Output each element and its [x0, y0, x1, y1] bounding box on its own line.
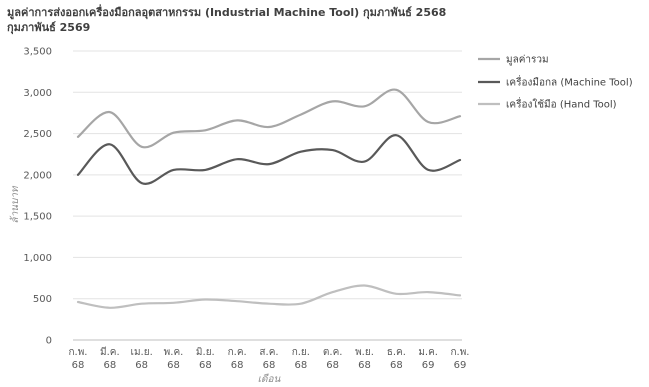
y-axis-title: ล้านบาท [9, 185, 21, 224]
x-tick-month: พ.ค. [164, 347, 184, 358]
y-tick-label: 1,500 [23, 212, 52, 223]
y-axis-ticks: 0 500 1,000 1,500 2,000 2,500 3,000 3,500 [23, 47, 52, 347]
x-tick-month: มิ.ย. [196, 347, 215, 358]
y-tick-label: 3,500 [23, 47, 52, 58]
chart-title-line-2: กุมภาพันธ์ 2569 [7, 21, 91, 34]
x-tick-year: 68 [326, 360, 339, 371]
y-tick-label: 500 [33, 294, 52, 305]
x-tick-year: 68 [294, 360, 307, 371]
x-axis-ticks: ก.พ. 68 มี.ค. 68 เม.ย. 68 พ.ค. 68 มิ.ย. 68 ก.ค. 68 ส… [68, 346, 469, 371]
legend-label-hand-tool: เครื่องใช้มือ (Hand Tool) [506, 97, 617, 111]
x-tick-year: 68 [167, 360, 180, 371]
x-tick-year: 68 [358, 360, 371, 371]
x-tick-year: 68 [390, 360, 403, 371]
y-tick-label: 1,000 [23, 253, 52, 264]
y-tick-label: 3,000 [23, 88, 52, 99]
x-tick-month: ก.พ. [68, 347, 87, 358]
x-tick-year: 68 [199, 360, 212, 371]
y-tick-label: 2,500 [23, 129, 52, 140]
x-axis-title: เดือน [258, 373, 282, 385]
x-tick-year: 69 [422, 360, 435, 371]
x-tick-year: 68 [231, 360, 244, 371]
x-tick-year: 68 [263, 360, 276, 371]
x-tick-month: พ.ย. [355, 347, 374, 358]
legend-label-machine-tool: เครื่องมือกล (Machine Tool) [506, 75, 633, 89]
x-tick-month: ต.ค. [323, 347, 343, 358]
x-tick-month: ม.ค. [418, 347, 438, 358]
y-tick-label: 2,000 [23, 170, 52, 181]
series-lines [76, 88, 462, 309]
x-tick-year: 69 [454, 360, 467, 371]
x-tick-year: 68 [135, 360, 148, 371]
gridlines [73, 50, 462, 341]
x-tick-month: ก.ค. [228, 347, 247, 358]
x-tick-month: มี.ค. [100, 346, 120, 358]
y-tick-label: 0 [46, 336, 52, 347]
x-tick-month: ก.ย. [292, 347, 310, 358]
series-line-hand-tool [76, 284, 462, 309]
chart-title: มูลค่าการส่งออกเครื่องมือกลอุตสาหกรรม (I… [7, 5, 467, 35]
series-line-machine-tool [76, 134, 462, 185]
x-tick-month: เม.ย. [131, 347, 153, 358]
chart-title-line-1: มูลค่าการส่งออกเครื่องมือกลอุตสาหกรรม (I… [7, 6, 447, 19]
x-tick-year: 68 [103, 360, 116, 371]
x-tick-month: ธ.ค. [387, 347, 406, 358]
series-line-total [76, 88, 462, 149]
x-tick-month: ส.ค. [259, 347, 278, 358]
x-tick-month: ก.พ. [450, 347, 469, 358]
legend-label-total: มูลค่ารวม [506, 55, 549, 66]
x-tick-year: 68 [72, 360, 85, 371]
